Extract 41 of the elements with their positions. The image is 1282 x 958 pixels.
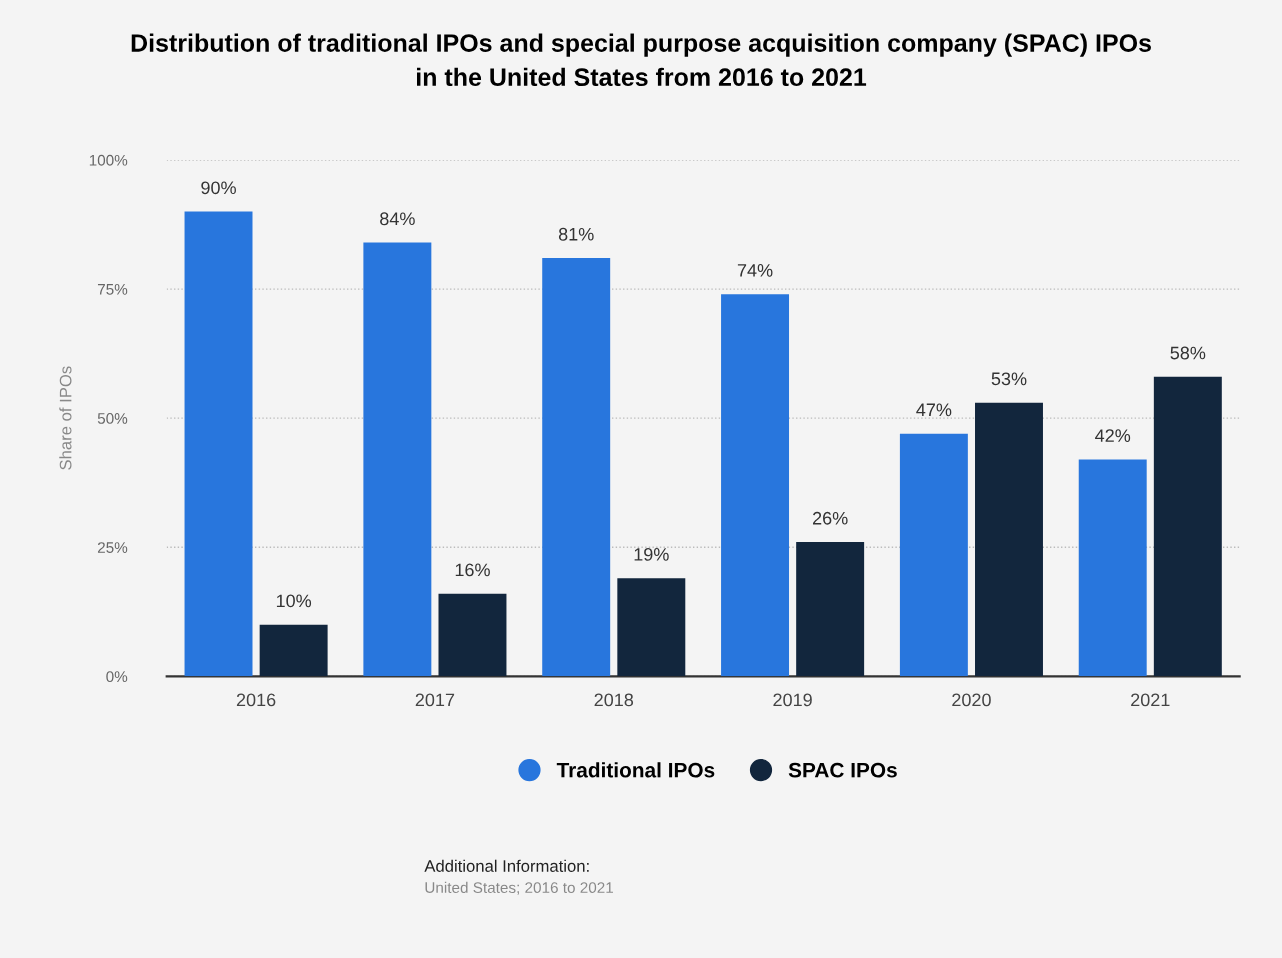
bar <box>721 294 790 677</box>
data-label: 81% <box>558 227 594 241</box>
y-tick-label: 25% <box>97 542 128 553</box>
data-label: 16% <box>455 563 490 577</box>
text: United States; 2016 to 2021 <box>425 881 614 895</box>
bar <box>1153 376 1222 677</box>
bar <box>542 258 611 677</box>
legend-label: SPAC IPOs <box>788 762 897 778</box>
y-tick-label: 50% <box>97 413 128 424</box>
x-tick-label: 2017 <box>415 693 455 707</box>
data-label: 84% <box>380 212 415 226</box>
bar <box>1078 459 1147 677</box>
x-tick-label: 2021 <box>1131 693 1170 707</box>
data-label: 10% <box>276 594 312 608</box>
y-axis-title: Share of IPOs <box>59 366 72 470</box>
bar <box>975 402 1043 677</box>
x-tick-label: 2019 <box>773 693 812 707</box>
data-label: 74% <box>737 264 773 277</box>
bar <box>363 242 432 677</box>
data-label: 58% <box>1170 346 1206 360</box>
bar <box>899 433 968 677</box>
data-label: 42% <box>1095 429 1131 442</box>
legend-label: Traditional IPOs <box>556 762 715 778</box>
bar <box>617 578 686 677</box>
bar <box>184 211 253 677</box>
data-label: 26% <box>812 511 848 525</box>
data-label: 90% <box>201 181 236 195</box>
bar <box>259 624 328 677</box>
bar <box>438 593 507 677</box>
data-label: 47% <box>916 403 952 417</box>
data-label: 19% <box>634 548 669 561</box>
bar <box>796 542 865 677</box>
data-label: 53% <box>991 372 1027 386</box>
x-tick-label: 2018 <box>594 693 634 707</box>
text: Additional Information: <box>424 859 589 872</box>
y-tick-label: 0% <box>106 671 128 683</box>
chart-title: Distribution of traditional IPOs and special purpose acquisition company (SPAC) IPOs in the United States from 2016 to 2021 <box>131 33 1151 87</box>
x-tick-label: 2020 <box>952 693 991 707</box>
y-tick-label: 75% <box>97 284 128 295</box>
x-tick-label: 2016 <box>236 693 276 707</box>
y-tick-label: 100% <box>89 154 128 166</box>
